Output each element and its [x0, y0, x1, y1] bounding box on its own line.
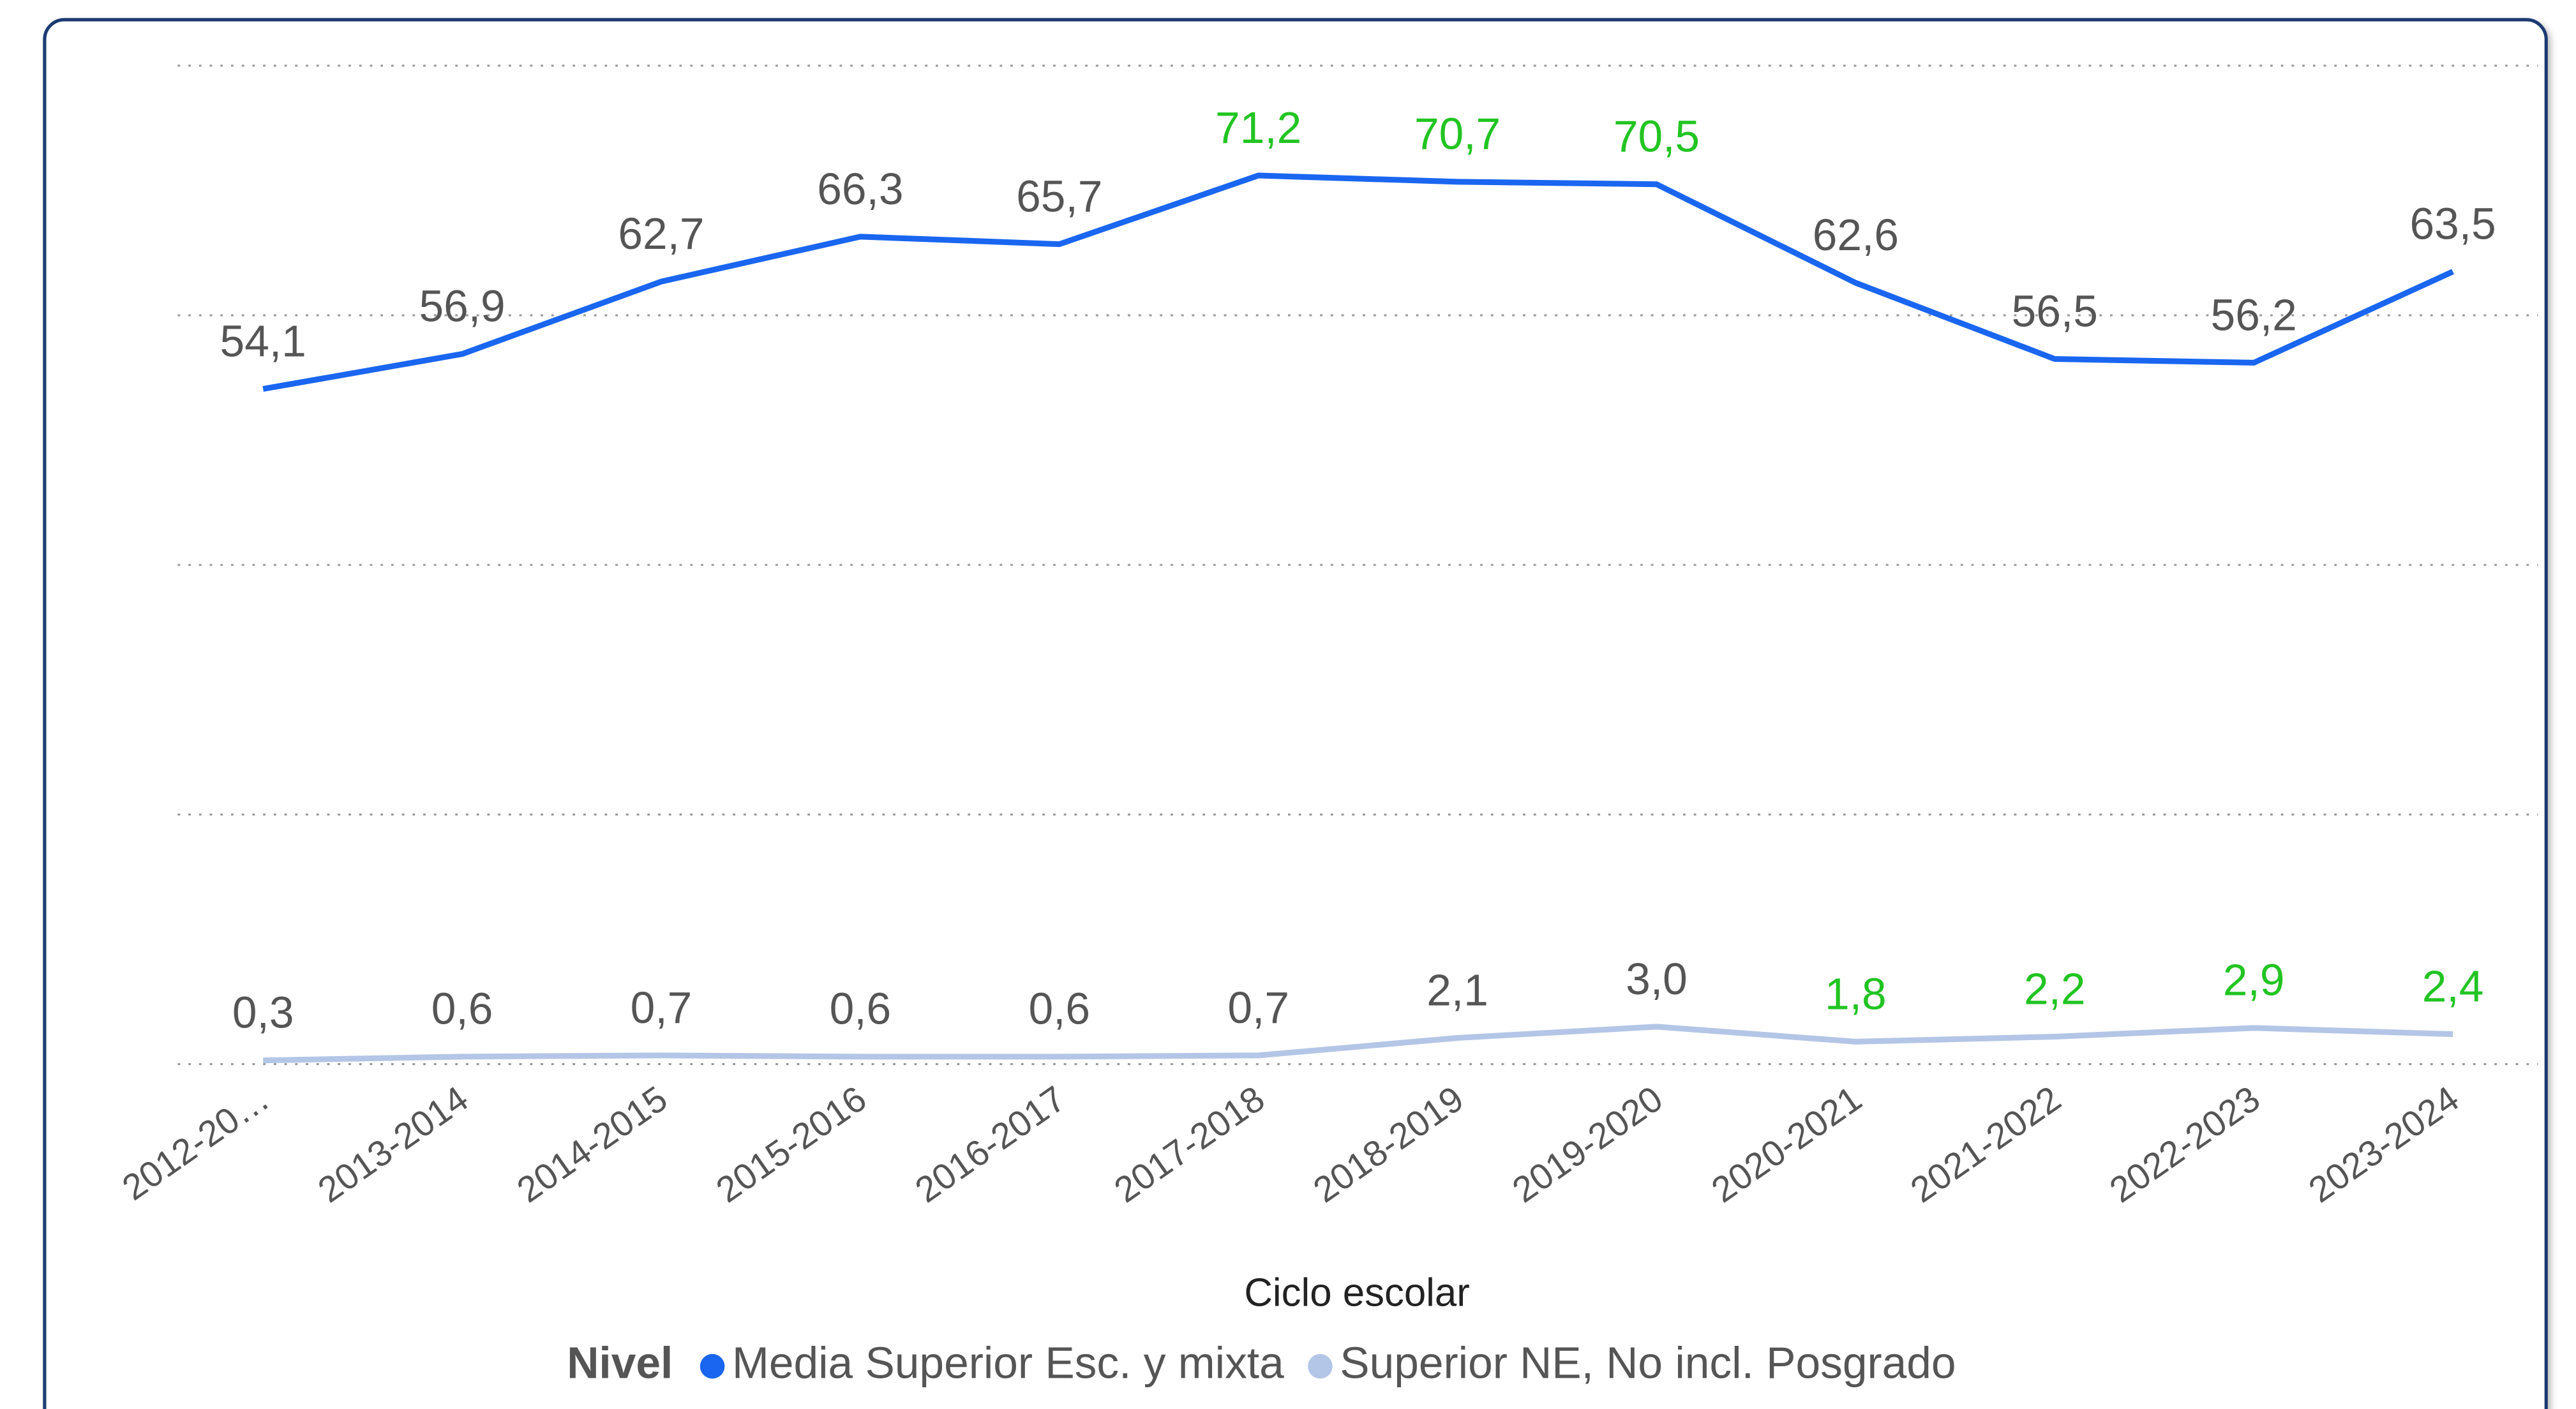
data-label: 66,3	[817, 164, 903, 214]
legend-label: Superior NE, No incl. Posgrado	[1340, 1338, 1956, 1387]
series-line	[262, 172, 2454, 392]
series-line	[263, 1024, 2453, 1064]
data-label: 0,3	[232, 988, 294, 1038]
data-label: 0,6	[431, 984, 493, 1034]
data-label: 62,7	[618, 209, 704, 258]
data-label: 70,5	[1614, 112, 1700, 161]
data-label: 0,7	[1227, 983, 1289, 1033]
legend: Nivel Media Superior Esc. y mixta Superior…	[567, 1338, 1956, 1387]
data-label: 56,5	[2012, 286, 2098, 336]
data-label: 56,9	[419, 281, 505, 331]
data-label: 2,4	[2422, 962, 2484, 1011]
data-label: 56,2	[2211, 290, 2297, 339]
data-label: 63,5	[2409, 199, 2496, 249]
data-label: 0,6	[1028, 984, 1090, 1034]
data-label: 2,9	[2223, 955, 2285, 1005]
data-label: 3,0	[1626, 954, 1688, 1004]
data-label: 1,8	[1825, 969, 1887, 1018]
data-label: 62,6	[1813, 210, 1899, 260]
legend-title: Nivel	[567, 1338, 673, 1387]
data-label: 54,1	[220, 316, 306, 366]
x-axis-title: Ciclo escolar	[1244, 1271, 1469, 1315]
data-label: 70,7	[1414, 109, 1501, 159]
data-label: 2,2	[2024, 964, 2086, 1013]
legend-label: Media Superior Esc. y mixta	[732, 1338, 1284, 1387]
card	[43, 18, 2548, 1409]
data-label: 65,7	[1016, 171, 1102, 221]
legend-marker	[700, 1353, 725, 1379]
data-label: 0,6	[830, 984, 892, 1034]
data-label: 0,7	[631, 983, 693, 1033]
data-label: 71,2	[1215, 103, 1301, 153]
data-label: 2,1	[1427, 965, 1488, 1015]
legend-marker	[1308, 1353, 1333, 1379]
